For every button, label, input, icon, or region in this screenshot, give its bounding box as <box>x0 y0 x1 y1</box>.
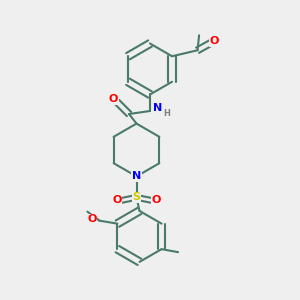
Text: O: O <box>87 214 97 224</box>
Text: O: O <box>151 195 161 206</box>
Text: N: N <box>153 103 162 113</box>
Text: O: O <box>112 195 122 206</box>
Text: O: O <box>109 94 118 104</box>
Text: H: H <box>164 110 170 118</box>
Text: S: S <box>133 192 140 203</box>
Text: N: N <box>132 171 141 182</box>
Text: O: O <box>210 36 219 46</box>
